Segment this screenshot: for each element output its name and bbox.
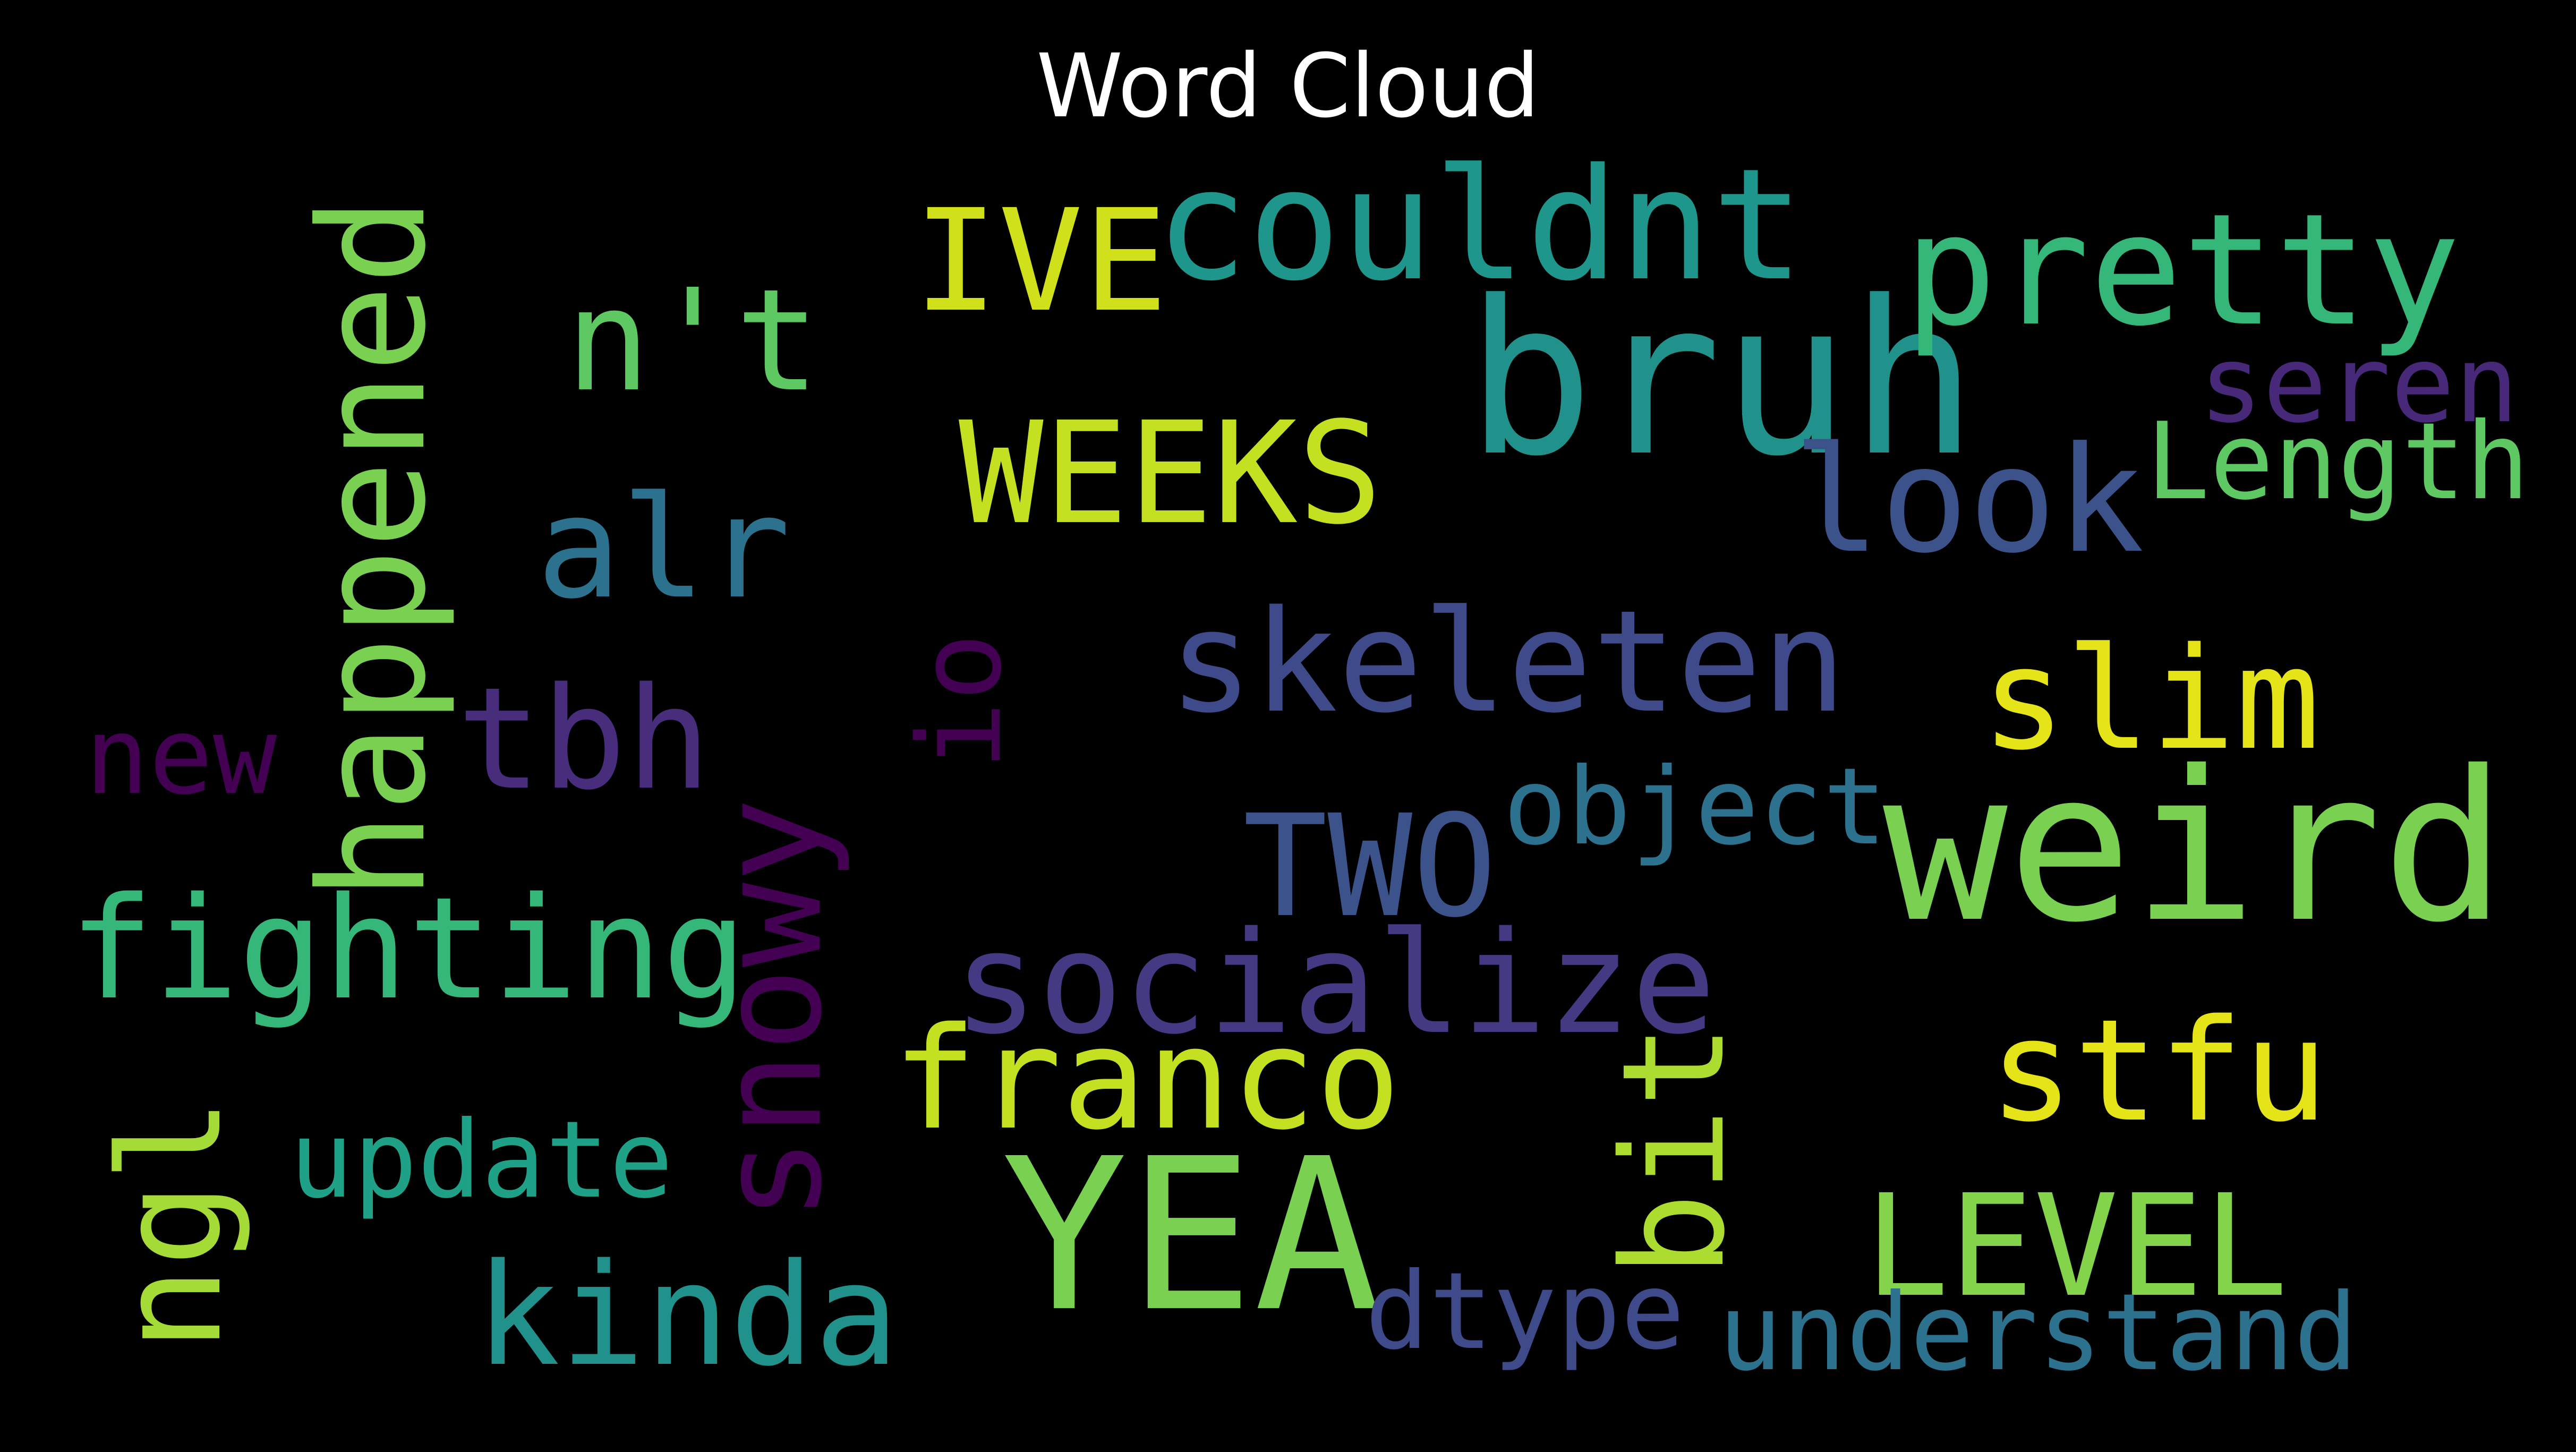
word-length: Length xyxy=(2146,400,2530,524)
word-look: look xyxy=(1793,415,2145,585)
word-skeleten: skeleten xyxy=(1168,580,1847,744)
word-new: new xyxy=(85,695,277,818)
word-nt: n't xyxy=(566,259,820,423)
word-level: LEVEL xyxy=(1864,1165,2288,1328)
word-ive: IVE xyxy=(914,180,1168,343)
word-fighting: fighting xyxy=(69,867,747,1031)
word-snowy: snowy xyxy=(689,798,853,1222)
word-object: object xyxy=(1503,745,1887,869)
word-understand: understand xyxy=(1718,1271,2358,1395)
word-slim: slim xyxy=(1981,618,2321,781)
word-two: TWO xyxy=(1243,785,1497,949)
word-io: io xyxy=(893,633,1027,770)
word-yea: YEA xyxy=(1001,1114,1380,1358)
word-dtype: dtype xyxy=(1365,1250,1685,1373)
word-kinda: kinda xyxy=(475,1234,899,1397)
word-seren: seren xyxy=(2199,323,2519,447)
word-bit: bit xyxy=(1592,1023,1756,1277)
word-bruh: bruh xyxy=(1466,256,1978,503)
word-pretty: pretty xyxy=(1904,181,2461,360)
word-tbh: tbh xyxy=(457,657,711,821)
word-alr: alr xyxy=(536,466,791,630)
word-stfu: stfu xyxy=(1989,989,2328,1153)
word-weeks: WEEKS xyxy=(959,392,1383,556)
word-happened: happened xyxy=(288,197,458,900)
word-franco: franco xyxy=(892,997,1401,1161)
chart-title: Word Cloud xyxy=(1036,35,1540,137)
word-weird: weird xyxy=(1883,727,2506,968)
word-update: update xyxy=(289,1098,673,1222)
word-couldnt: couldnt xyxy=(1155,136,1805,315)
word-socialize: socialize xyxy=(953,902,1716,1065)
word-ngl: ngl xyxy=(89,1097,253,1352)
